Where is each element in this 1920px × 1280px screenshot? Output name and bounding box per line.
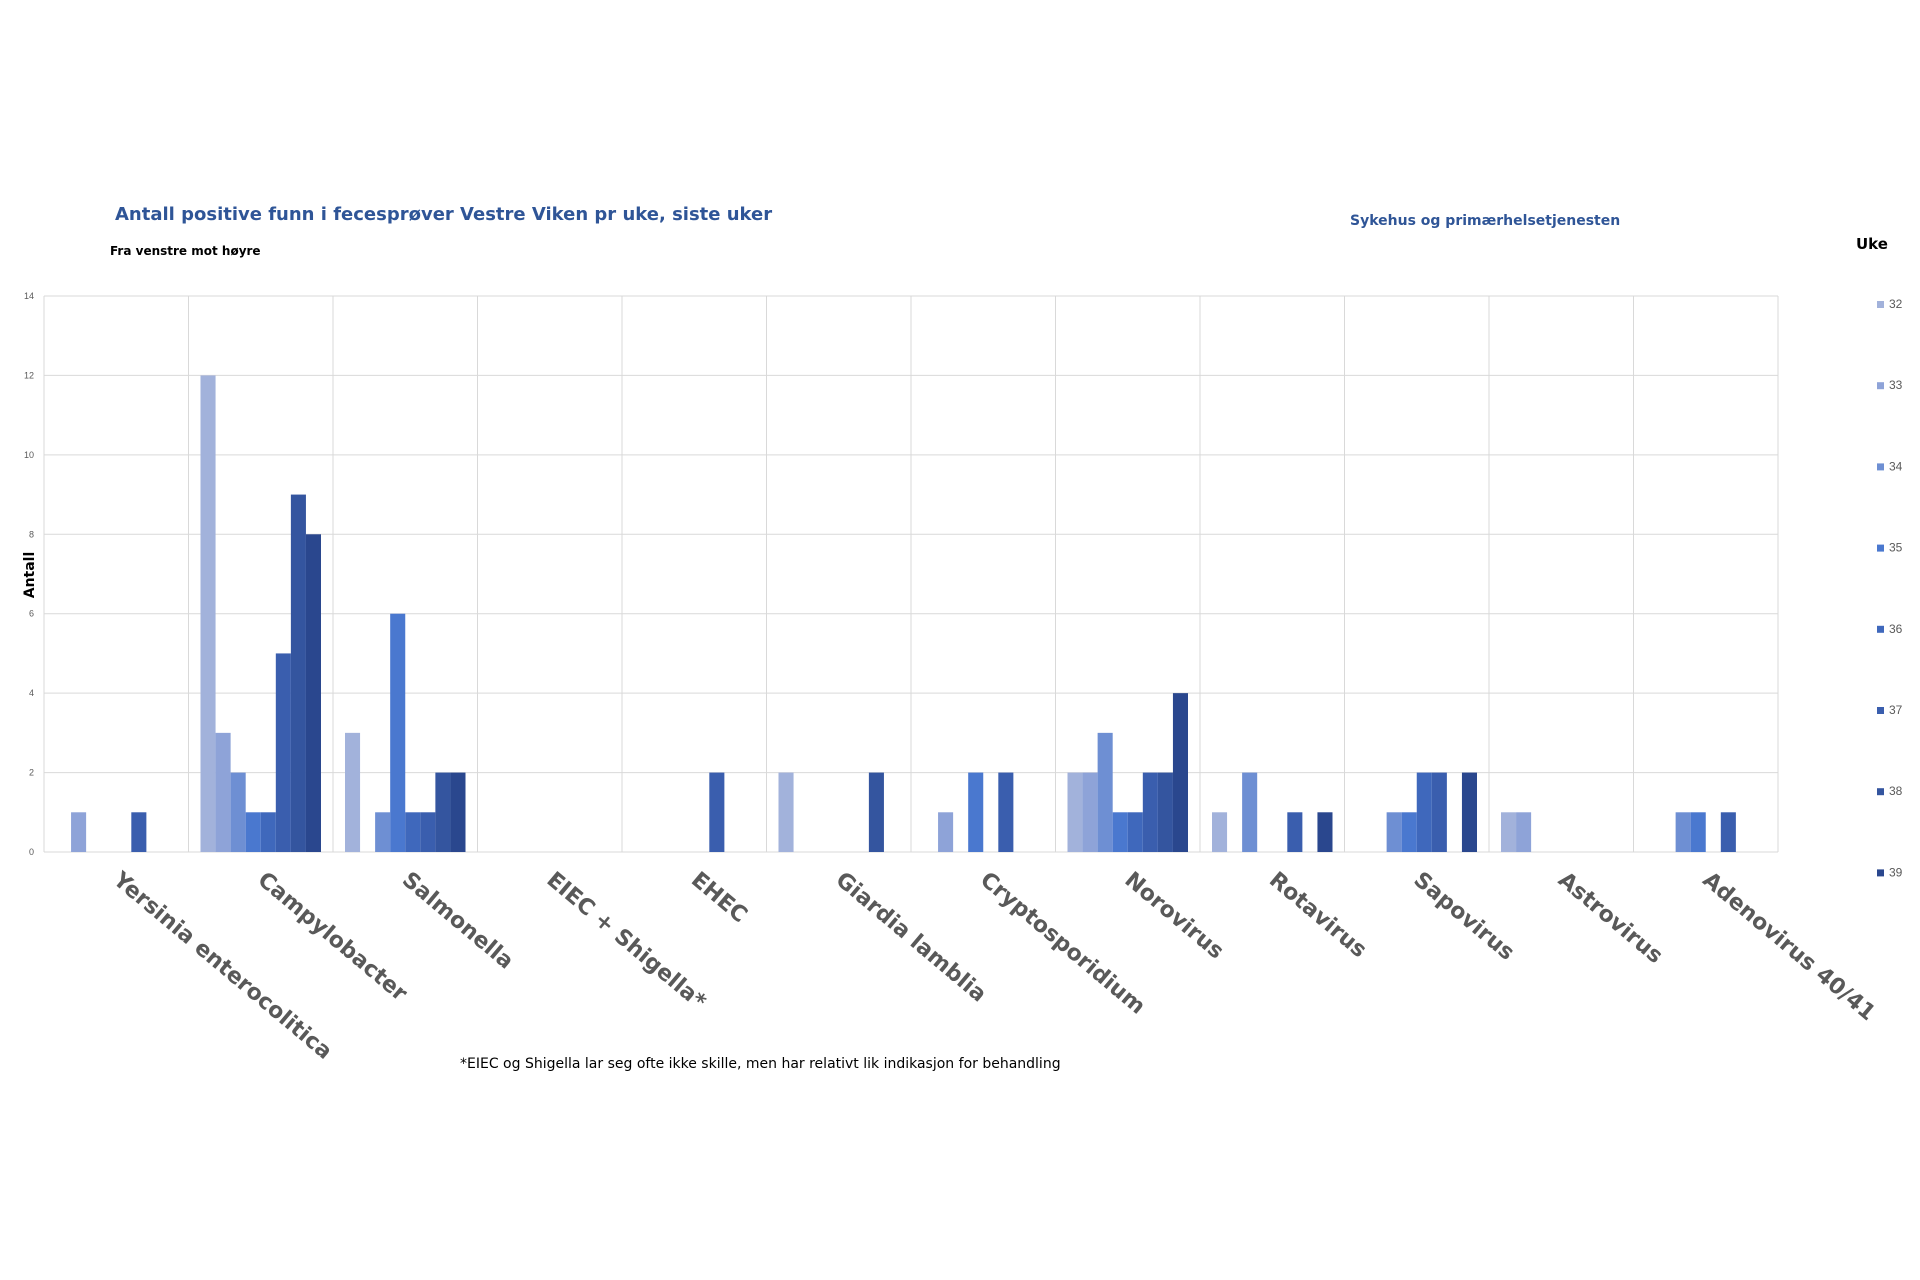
bar: [435, 772, 451, 852]
bar: [450, 772, 466, 852]
gridlines: [43, 295, 1779, 853]
category-label: Adenovirus 40/41: [1698, 867, 1880, 1026]
chart-subtitle: Fra venstre mot høyre: [110, 244, 261, 258]
bar: [1690, 812, 1706, 852]
bar: [1172, 693, 1188, 852]
bar: [968, 772, 984, 852]
bar: [215, 732, 231, 852]
category-label: EIEC + Shigella*: [542, 867, 711, 1015]
legend-label: 39: [1889, 865, 1903, 879]
bar: [405, 812, 421, 852]
chart-title: Antall positive funn i fecesprøver Vestr…: [115, 204, 772, 225]
bar: [778, 772, 794, 852]
category-label: Astrovirus: [1553, 867, 1667, 968]
bar: [1675, 812, 1691, 852]
bar: [998, 772, 1014, 852]
y-tick-labels: 0 2 4 6 8 10 12 14: [24, 291, 34, 857]
bar: [1501, 812, 1517, 852]
y-tick-label: 8: [29, 529, 34, 539]
legend-label: 37: [1889, 703, 1903, 717]
y-tick-label: 14: [24, 291, 34, 301]
bar: [1386, 812, 1402, 852]
bar: [230, 772, 246, 852]
bar: [131, 812, 147, 852]
bar: [709, 772, 725, 852]
legend-label: 38: [1889, 784, 1903, 798]
bar: [938, 812, 954, 852]
bar: [275, 653, 291, 852]
bar: [1317, 812, 1333, 852]
y-tick-label: 4: [29, 688, 34, 698]
legend-label: 33: [1889, 378, 1903, 392]
bar: [1287, 812, 1303, 852]
chart-right-title: Sykehus og primærhelsetjenesten: [1350, 213, 1620, 229]
footnote: *EIEC og Shigella lar seg ofte ikke skil…: [460, 1056, 1061, 1072]
bar: [200, 375, 216, 852]
category-label: Rotavirus: [1264, 867, 1371, 963]
bar: [1461, 772, 1477, 852]
bar: [245, 812, 261, 852]
bar: [1097, 732, 1113, 852]
legend-swatch: [1877, 869, 1884, 877]
category-label: Sapovirus: [1409, 867, 1519, 965]
legend-title: Uke: [1856, 235, 1888, 253]
bar: [868, 772, 884, 852]
bar: [71, 812, 87, 852]
category-label: Cryptosporidium: [975, 867, 1150, 1019]
bar: [260, 812, 276, 852]
y-tick-label: 6: [29, 609, 34, 619]
bar: [1157, 772, 1173, 852]
bar: [375, 812, 391, 852]
y-tick-label: 10: [24, 450, 34, 460]
bar: [345, 732, 361, 852]
bar: [1082, 772, 1098, 852]
legend: 32 33 34 35 36 37 38 39: [1877, 297, 1903, 879]
legend-swatch: [1877, 544, 1884, 552]
category-label: Salmonella: [397, 867, 518, 974]
y-axis-label: Antall: [22, 552, 38, 599]
bar: [1516, 812, 1532, 852]
bar: [1142, 772, 1158, 852]
category-label: Campylobacter: [253, 867, 412, 1006]
category-label: Norovirus: [1120, 867, 1229, 964]
legend-label: 36: [1889, 622, 1903, 636]
legend-swatch: [1877, 625, 1884, 633]
y-tick-label: 0: [29, 847, 34, 857]
bar: [290, 494, 306, 852]
legend-swatch: [1877, 707, 1884, 714]
bar: [1720, 812, 1736, 852]
bar: [390, 613, 406, 852]
category-labels: Yersinia enterocoliticaCampylobacterSalm…: [107, 867, 1879, 1065]
bar: [1212, 812, 1228, 852]
category-label: EHEC: [686, 867, 752, 928]
legend-swatch: [1877, 382, 1884, 390]
bar: [1127, 812, 1143, 852]
bar: [1401, 812, 1417, 852]
category-label: Giardia lamblia: [831, 867, 991, 1007]
bar: [1431, 772, 1447, 852]
bar: [1242, 772, 1258, 852]
bar: [305, 534, 321, 852]
legend-swatch: [1877, 463, 1884, 471]
bar: [1112, 812, 1128, 852]
legend-swatch: [1877, 301, 1884, 308]
bars: [71, 375, 1736, 852]
bar: [420, 812, 436, 852]
y-tick-label: 2: [29, 768, 34, 778]
bar: [1067, 772, 1083, 852]
legend-label: 35: [1889, 541, 1903, 555]
legend-label: 32: [1889, 297, 1903, 311]
bar: [1416, 772, 1432, 852]
legend-swatch: [1877, 788, 1884, 796]
y-tick-label: 12: [24, 370, 34, 380]
legend-label: 34: [1889, 459, 1903, 473]
